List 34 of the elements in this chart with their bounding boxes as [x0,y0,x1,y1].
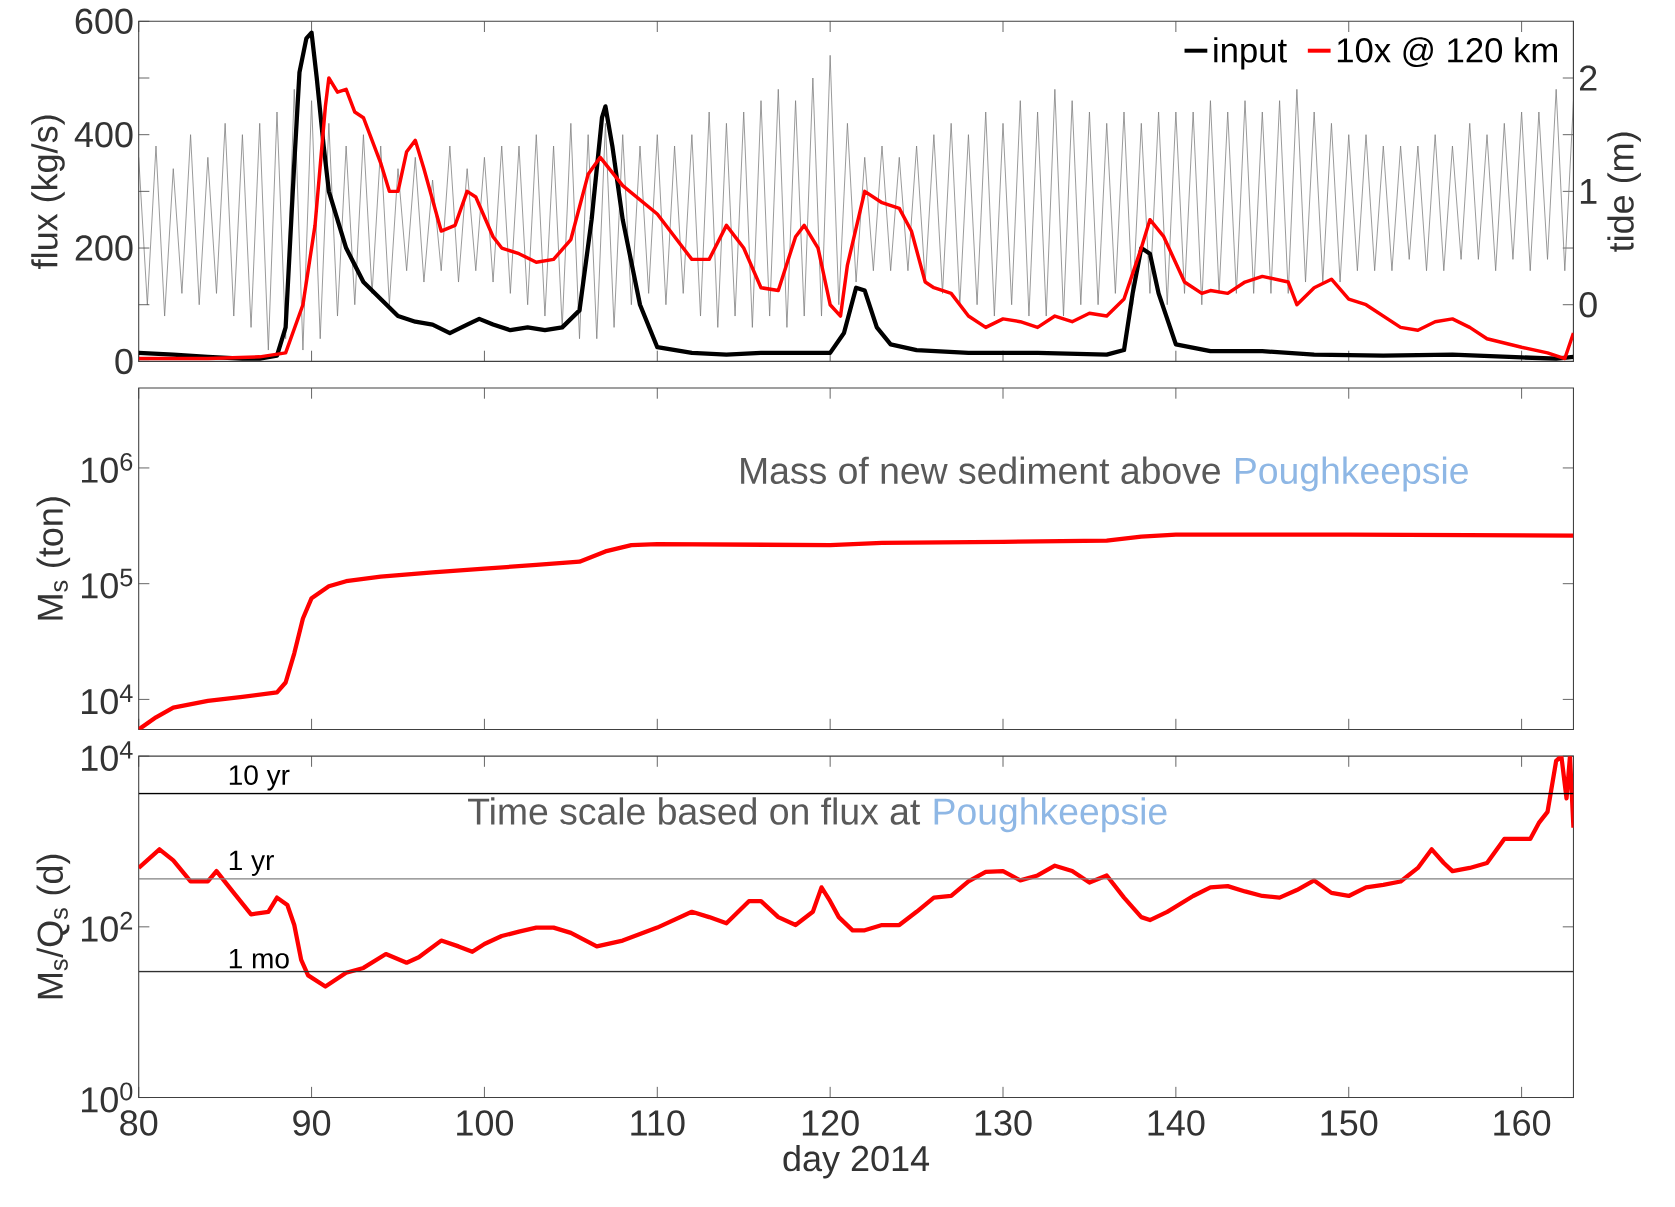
x-tick-label: 160 [1494,1110,1551,1136]
ref-line-label: 10 yr [229,765,290,791]
y-tick-label: 10$^{2}$ [82,911,133,942]
y-tick-label: 10$^{4}$ [82,741,133,772]
x-tick-label: 130 [975,1110,1032,1136]
x-axis-title: day 2014 [783,1144,930,1179]
annotation: Poughkeepsie [1235,456,1468,492]
y-tick-label: 10$^{4}$ [82,684,133,715]
annotation: Mass of new sediment above [741,456,1220,485]
annotation: Poughkeepsie [934,797,1167,833]
y-axis-title: M$_{s}$ (ton) [36,497,71,620]
x-tick-label: 90 [293,1110,331,1136]
y-tick-label: 10$^{5}$ [82,568,133,599]
legend-label: input [1214,37,1287,70]
x-tick-label: 140 [1148,1110,1205,1136]
y-tick-label: 400 [74,121,133,148]
y-tick-label: 600 [75,8,133,35]
x-tick-label: 110 [631,1110,685,1136]
x-tick-label: 120 [802,1110,859,1136]
x-tick-label: 100 [457,1110,514,1136]
x-tick-label: 150 [1321,1110,1378,1136]
ref-line-label: 1 mo [229,949,289,969]
y-tick-label: 0 [115,348,133,375]
y-axis-title: M$_{s}$/Q$_{s}$ (d) [36,854,71,999]
y2-tick-label: 0 [1579,292,1597,318]
y2-tick-label: 2 [1579,65,1597,91]
legend-label: 10x @ 120 km [1337,37,1557,68]
y-tick-label: 10$^{6}$ [82,453,133,483]
ref-line-label: 1 yr [229,850,274,876]
annotation: Time scale based on flux at [468,797,921,825]
y2-axis-title: tide (m) [1607,132,1641,252]
y-axis-title: flux (kg/s) [31,115,65,269]
y2-tick-label: 1 [1580,179,1597,204]
y-tick-label: 200 [75,235,133,261]
